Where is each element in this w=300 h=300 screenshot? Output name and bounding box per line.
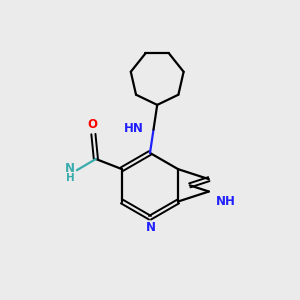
Text: H: H <box>66 172 75 183</box>
Text: N: N <box>146 221 156 234</box>
Text: N: N <box>65 162 75 175</box>
Text: NH: NH <box>216 195 236 208</box>
Text: O: O <box>87 118 97 131</box>
Text: HN: HN <box>124 122 144 135</box>
